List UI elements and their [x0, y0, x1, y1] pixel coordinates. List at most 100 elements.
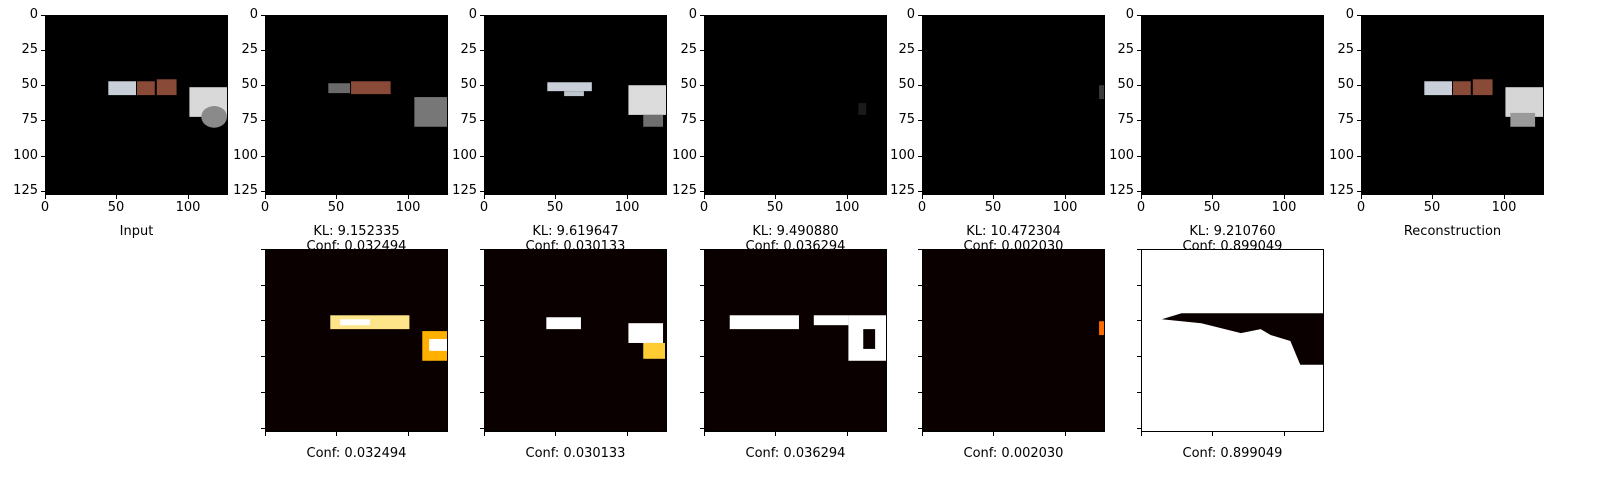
- panel-blob: [1472, 79, 1493, 96]
- y-tick-mark: [1357, 15, 1361, 16]
- y-tick-label: 25: [241, 42, 258, 57]
- x-tick-mark: [847, 432, 848, 436]
- y-tick-mark: [41, 15, 45, 16]
- y-tick-mark: [1357, 156, 1361, 157]
- y-tick-mark: [261, 15, 265, 16]
- y-tick-label: 0: [906, 7, 915, 22]
- y-tick-mark: [1137, 156, 1141, 157]
- y-tick-mark: [480, 156, 484, 157]
- x-tick-mark: [922, 432, 923, 436]
- y-tick-label: 0: [688, 7, 697, 22]
- panel-blob: [156, 79, 177, 96]
- reconstruction-caption: Reconstruction: [1331, 224, 1574, 239]
- x-tick-mark: [1065, 195, 1066, 199]
- x-tick-mark: [627, 195, 628, 199]
- y-tick-label: 50: [1337, 77, 1354, 92]
- x-tick-mark: [555, 432, 556, 436]
- y-tick-mark: [918, 50, 922, 51]
- panel-blob: [414, 97, 447, 127]
- y-tick-mark: [41, 50, 45, 51]
- y-tick-label: 25: [898, 42, 915, 57]
- x-tick-mark: [1284, 432, 1285, 436]
- y-tick-mark: [1137, 285, 1141, 286]
- y-tick-mark: [918, 392, 922, 393]
- y-tick-mark: [261, 50, 265, 51]
- mask-4-caption: Conf: 0.002030: [963, 446, 1064, 461]
- panel-blob: [858, 103, 867, 115]
- y-tick-label: 0: [249, 7, 258, 22]
- y-tick-mark: [1137, 85, 1141, 86]
- y-tick-mark: [1137, 249, 1141, 250]
- y-tick-mark: [1137, 15, 1141, 16]
- mask-blob: [628, 323, 664, 343]
- y-tick-mark: [41, 120, 45, 121]
- y-tick-mark: [41, 156, 45, 157]
- y-tick-label: 0: [29, 7, 38, 22]
- y-tick-mark: [1137, 392, 1141, 393]
- y-tick-mark: [918, 156, 922, 157]
- component-4-panel: [922, 15, 1105, 195]
- y-tick-mark: [918, 285, 922, 286]
- panel-blob: [1099, 85, 1104, 100]
- y-tick-label: 75: [241, 112, 258, 127]
- mask-blob: [643, 342, 666, 359]
- mask-4-panel: [922, 249, 1105, 432]
- y-tick-mark: [1137, 120, 1141, 121]
- y-tick-label: 50: [1117, 77, 1134, 92]
- y-tick-mark: [1137, 320, 1141, 321]
- y-tick-mark: [1357, 191, 1361, 192]
- panel-blob: [1452, 81, 1471, 96]
- x-tick-mark: [1141, 195, 1142, 199]
- y-tick-label: 25: [680, 42, 697, 57]
- caption-line: KL: 9.152335: [313, 224, 400, 239]
- panel-blob: [328, 83, 351, 94]
- y-tick-label: 125: [890, 183, 915, 198]
- y-tick-label: 25: [460, 42, 477, 57]
- x-tick-label: 50: [1423, 200, 1441, 215]
- y-tick-mark: [480, 320, 484, 321]
- y-tick-mark: [480, 50, 484, 51]
- y-tick-mark: [918, 120, 922, 121]
- x-tick-label: 0: [260, 200, 270, 215]
- y-tick-mark: [918, 356, 922, 357]
- x-tick-mark: [116, 195, 117, 199]
- y-tick-mark: [700, 249, 704, 250]
- x-tick-label: 50: [546, 200, 564, 215]
- y-tick-label: 75: [1337, 112, 1354, 127]
- y-tick-mark: [261, 191, 265, 192]
- y-tick-mark: [1137, 356, 1141, 357]
- panel-blob: [628, 85, 666, 115]
- x-tick-mark: [993, 432, 994, 436]
- x-tick-mark: [627, 432, 628, 436]
- mask-blob: [429, 339, 447, 351]
- y-tick-mark: [261, 428, 265, 429]
- panel-blob: [1424, 81, 1453, 96]
- y-tick-label: 0: [1345, 7, 1354, 22]
- y-tick-label: 125: [672, 183, 697, 198]
- component-2-panel: [484, 15, 667, 195]
- caption-line: KL: 9.490880: [752, 224, 839, 239]
- mask-1-panel: [265, 249, 448, 432]
- y-tick-label: 50: [460, 77, 477, 92]
- x-tick-label: 0: [40, 200, 50, 215]
- y-tick-mark: [480, 356, 484, 357]
- x-tick-mark: [704, 432, 705, 436]
- x-tick-mark: [1141, 432, 1142, 436]
- mask-3-panel: [704, 249, 887, 432]
- mask-5-panel: [1141, 249, 1324, 432]
- x-tick-mark: [1361, 195, 1362, 199]
- y-tick-mark: [918, 15, 922, 16]
- y-tick-mark: [480, 285, 484, 286]
- y-tick-mark: [1357, 85, 1361, 86]
- panel-blob: [643, 114, 664, 127]
- mask-blob: [1099, 321, 1104, 336]
- x-tick-label: 100: [1271, 200, 1297, 215]
- x-tick-mark: [1212, 432, 1213, 436]
- component-5-panel: [1141, 15, 1324, 195]
- x-tick-label: 50: [327, 200, 345, 215]
- y-tick-mark: [261, 285, 265, 286]
- y-tick-label: 125: [233, 183, 258, 198]
- y-tick-label: 50: [241, 77, 258, 92]
- mask-1-caption: Conf: 0.032494: [306, 446, 407, 461]
- y-tick-mark: [261, 85, 265, 86]
